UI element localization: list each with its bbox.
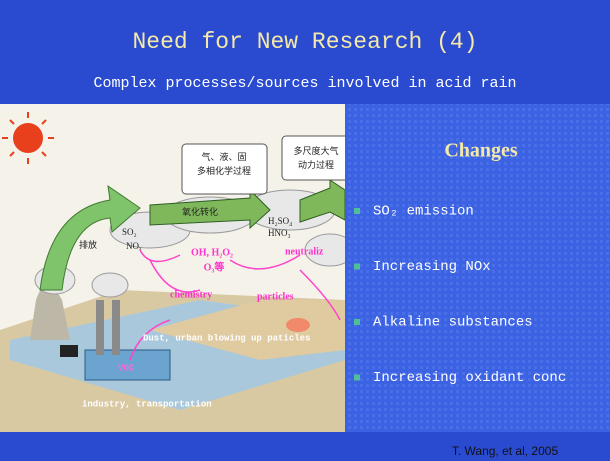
chimney	[112, 300, 120, 355]
sun	[13, 123, 43, 153]
figure-label: 多相化学过程	[197, 165, 251, 176]
figure-label: NOₓ	[126, 241, 142, 251]
citation: T. Wang, et al, 2005	[452, 444, 559, 458]
conversion-arrow	[149, 188, 271, 230]
callout-box	[281, 135, 351, 181]
figure-label: industry, transportation	[82, 399, 212, 409]
figure: 气、液、固 多相化学过程 多尺度大气 动力过程 排放 氧化转化 SO₂ NOₓ …	[0, 104, 356, 432]
figure-label: HNO₃	[268, 228, 291, 238]
figure-label: 多尺度大气	[293, 145, 338, 156]
figure-label: 气、液、固	[201, 151, 246, 162]
bullet-marker	[354, 319, 360, 325]
bullet-marker	[354, 263, 360, 270]
figure-label: Dust, urban blowing up paticles	[143, 333, 310, 343]
footer	[0, 432, 610, 461]
figure-label: neutraliz	[285, 246, 324, 257]
figure-label: 排放	[79, 239, 97, 250]
slide-subtitle: Complex processes/sources involved in ac…	[93, 75, 516, 92]
figure-label: chemistry	[170, 289, 212, 300]
particle-cloud	[286, 318, 310, 332]
figure-label: OH, H₂O₂	[191, 247, 233, 258]
cooling-tower	[30, 285, 70, 340]
process-arrows	[129, 249, 341, 361]
truck	[60, 345, 78, 357]
bullet-marker	[354, 208, 360, 214]
bullet-list: SO₂ emission Increasing NOx Alkaline subst…	[354, 204, 566, 386]
land	[150, 300, 345, 360]
bullet-text: Increasing oxidant conc	[373, 370, 566, 386]
text-panel	[345, 104, 610, 432]
slide-title: Need for New Research (4)	[132, 29, 477, 55]
bullet-text: Increasing NOx	[373, 259, 491, 275]
figure-label: VOC	[118, 363, 135, 373]
figure-label: H₂SO₄	[268, 216, 292, 226]
figure-label: particles	[257, 291, 294, 302]
bullet-marker	[354, 374, 360, 381]
bullet-text: Alkaline substances	[373, 315, 533, 331]
bullet-text: SO₂ emission	[373, 204, 474, 220]
factory	[84, 349, 171, 381]
figure-label: O₃等	[204, 260, 225, 273]
sun-rays	[2, 112, 54, 164]
emission-arrow	[39, 184, 141, 291]
figure-label: 氧化转化	[182, 206, 218, 217]
panel-heading: Changes	[444, 140, 518, 162]
figure-label: 动力过程	[298, 159, 334, 170]
chimney	[96, 300, 104, 355]
callout-box	[181, 143, 268, 195]
figure-label: SO₂	[122, 227, 137, 237]
